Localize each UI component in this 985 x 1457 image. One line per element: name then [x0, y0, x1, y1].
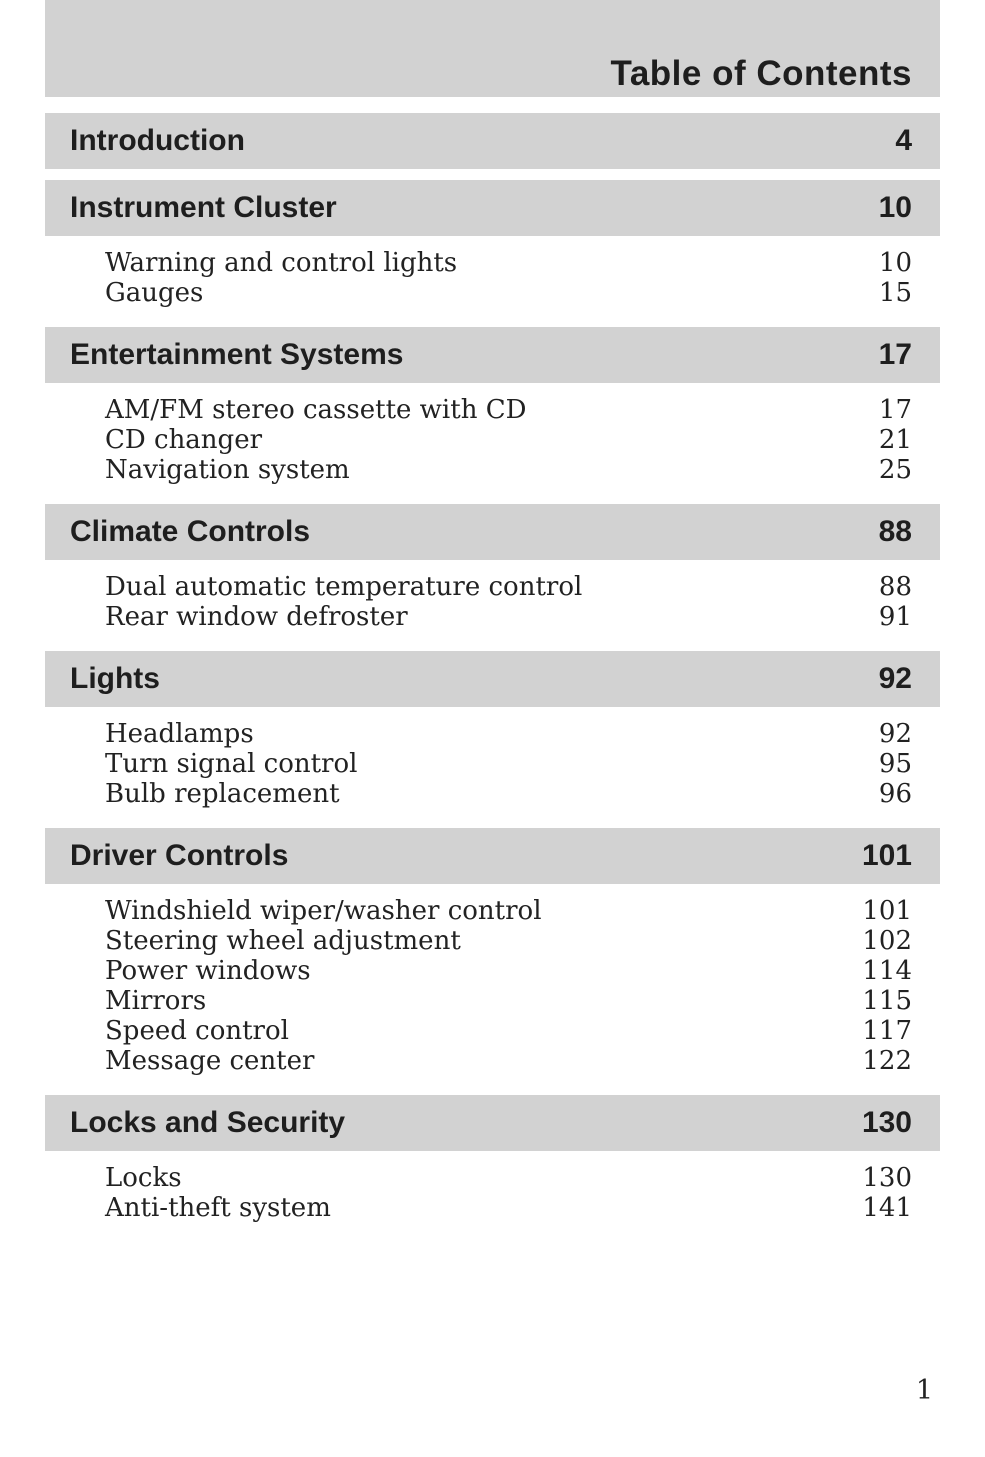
- toc-item-label: CD changer: [105, 425, 263, 455]
- toc-section-page-number: 88: [878, 515, 912, 548]
- toc-item-label: Power windows: [105, 956, 311, 986]
- toc-item-row: Power windows 114: [45, 956, 940, 986]
- toc-item-label: Rear window defroster: [105, 602, 408, 632]
- toc-item-row: Turn signal control 95: [45, 749, 940, 779]
- toc-item-page-number: 122: [862, 1046, 912, 1076]
- toc-item-label: Mirrors: [105, 986, 207, 1016]
- toc-item-page-number: 96: [878, 779, 912, 809]
- toc-item-page-number: 17: [878, 395, 912, 425]
- toc-item-row: Mirrors 115: [45, 986, 940, 1016]
- toc-section: Driver Controls 101 Windshield wiper/was…: [45, 828, 940, 1084]
- toc-item-page-number: 88: [878, 572, 912, 602]
- toc-section-items: Warning and control lights 10 Gauges 15: [45, 236, 940, 316]
- toc-section-items: Windshield wiper/washer control 101 Stee…: [45, 884, 940, 1084]
- toc-item-page-number: 130: [862, 1163, 912, 1193]
- toc-item-label: Warning and control lights: [105, 248, 458, 278]
- toc-item-label: Speed control: [105, 1016, 289, 1046]
- toc-section-title: Driver Controls: [70, 839, 289, 872]
- toc-section-items: AM/FM stereo cassette with CD 17 CD chan…: [45, 383, 940, 493]
- toc-item-row: Speed control 117: [45, 1016, 940, 1046]
- toc-section-title: Entertainment Systems: [70, 338, 404, 371]
- page-title: Table of Contents: [610, 54, 912, 93]
- toc-section: Introduction 4: [45, 113, 940, 169]
- toc-item-page-number: 25: [878, 455, 912, 485]
- toc-section-title: Instrument Cluster: [70, 191, 337, 224]
- toc-section-items: Dual automatic temperature control 88 Re…: [45, 560, 940, 640]
- toc-section-title: Introduction: [70, 124, 245, 157]
- toc-item-row: Locks 130: [45, 1163, 940, 1193]
- toc-item-label: Dual automatic temperature control: [105, 572, 583, 602]
- toc-section-bar: Entertainment Systems 17: [45, 327, 940, 383]
- toc-item-label: Windshield wiper/washer control: [105, 896, 542, 926]
- toc-item-page-number: 101: [862, 896, 912, 926]
- toc-section-page-number: 92: [878, 662, 912, 695]
- toc-section-bar: Climate Controls 88: [45, 504, 940, 560]
- toc-item-row: Windshield wiper/washer control 101: [45, 896, 940, 926]
- toc-item-row: Rear window defroster 91: [45, 602, 940, 632]
- toc-section-bar: Locks and Security 130: [45, 1095, 940, 1151]
- toc-section-bar: Introduction 4: [45, 113, 940, 169]
- toc-item-page-number: 92: [878, 719, 912, 749]
- toc-item-row: Headlamps 92: [45, 719, 940, 749]
- toc-section-bar: Driver Controls 101: [45, 828, 940, 884]
- toc-item-page-number: 102: [862, 926, 912, 956]
- toc-section-bar: Instrument Cluster 10: [45, 180, 940, 236]
- toc-item-row: Steering wheel adjustment 102: [45, 926, 940, 956]
- toc-item-page-number: 117: [862, 1016, 912, 1046]
- toc-item-page-number: 21: [878, 425, 912, 455]
- toc-content: Table of Contents Introduction 4 Instrum…: [45, 0, 940, 1231]
- toc-item-label: Headlamps: [105, 719, 254, 749]
- toc-item-label: Locks: [105, 1163, 182, 1193]
- toc-item-row: Gauges 15: [45, 278, 940, 308]
- toc-item-label: Message center: [105, 1046, 315, 1076]
- toc-item-label: Anti-theft system: [105, 1193, 331, 1223]
- toc-item-page-number: 10: [878, 248, 912, 278]
- toc-item-row: CD changer 21: [45, 425, 940, 455]
- toc-item-row: Bulb replacement 96: [45, 779, 940, 809]
- toc-section-page-number: 17: [878, 338, 912, 371]
- toc-item-row: Navigation system 25: [45, 455, 940, 485]
- toc-item-page-number: 115: [862, 986, 912, 1016]
- toc-section-page-number: 130: [861, 1106, 912, 1139]
- toc-section: Instrument Cluster 10 Warning and contro…: [45, 180, 940, 316]
- toc-section-title: Lights: [70, 662, 160, 695]
- page-header-bar: Table of Contents: [45, 0, 940, 97]
- toc-section-list: Introduction 4 Instrument Cluster 10 War…: [45, 113, 940, 1231]
- toc-item-row: Message center 122: [45, 1046, 940, 1076]
- toc-item-row: Warning and control lights 10: [45, 248, 940, 278]
- toc-section-title: Climate Controls: [70, 515, 311, 548]
- toc-section-title: Locks and Security: [70, 1106, 346, 1139]
- toc-section-items: Locks 130 Anti-theft system 141: [45, 1151, 940, 1231]
- toc-item-page-number: 95: [878, 749, 912, 779]
- toc-section-page-number: 101: [861, 839, 912, 872]
- toc-item-page-number: 91: [878, 602, 912, 632]
- toc-section-items: Headlamps 92 Turn signal control 95 Bulb…: [45, 707, 940, 817]
- toc-item-label: Turn signal control: [105, 749, 358, 779]
- toc-section-page-number: 4: [895, 124, 912, 157]
- toc-item-label: Steering wheel adjustment: [105, 926, 461, 956]
- toc-item-label: AM/FM stereo cassette with CD: [105, 395, 527, 425]
- toc-item-label: Gauges: [105, 278, 204, 308]
- toc-item-page-number: 15: [878, 278, 912, 308]
- toc-item-row: Dual automatic temperature control 88: [45, 572, 940, 602]
- toc-item-page-number: 141: [862, 1193, 912, 1223]
- toc-item-row: AM/FM stereo cassette with CD 17: [45, 395, 940, 425]
- toc-item-row: Anti-theft system 141: [45, 1193, 940, 1223]
- folio-page-number: 1: [915, 1375, 933, 1406]
- toc-item-page-number: 114: [862, 956, 912, 986]
- toc-item-label: Navigation system: [105, 455, 350, 485]
- toc-section: Entertainment Systems 17 AM/FM stereo ca…: [45, 327, 940, 493]
- toc-section-page-number: 10: [878, 191, 912, 224]
- toc-section: Climate Controls 88 Dual automatic tempe…: [45, 504, 940, 640]
- toc-section: Lights 92 Headlamps 92 Turn signal contr…: [45, 651, 940, 817]
- toc-item-label: Bulb replacement: [105, 779, 340, 809]
- toc-section-bar: Lights 92: [45, 651, 940, 707]
- toc-section: Locks and Security 130 Locks 130 Anti-th…: [45, 1095, 940, 1231]
